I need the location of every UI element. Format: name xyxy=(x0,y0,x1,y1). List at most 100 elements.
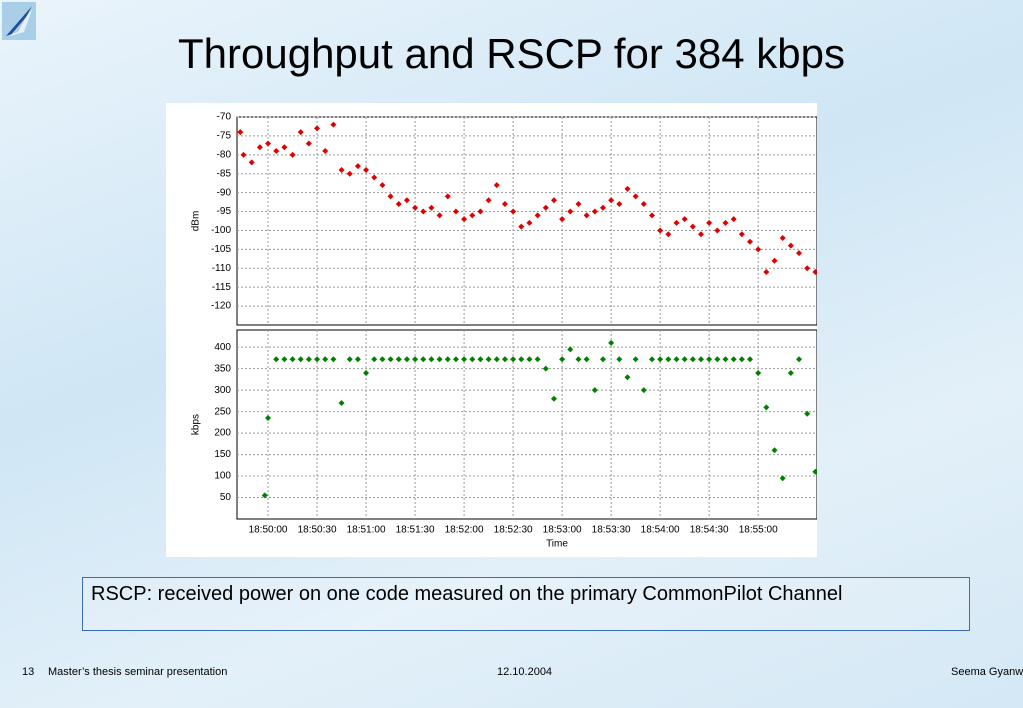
point xyxy=(632,193,639,200)
point xyxy=(640,200,647,207)
point xyxy=(591,208,598,215)
x-tick-label: 18:52:30 xyxy=(494,525,533,536)
point xyxy=(583,212,590,219)
point xyxy=(281,356,288,363)
point xyxy=(248,159,255,166)
point xyxy=(787,369,794,376)
point xyxy=(575,356,582,363)
y-tick-label: 300 xyxy=(214,385,231,396)
point xyxy=(322,148,329,155)
y-axis-label: dBm xyxy=(191,211,202,232)
point xyxy=(698,231,704,238)
point xyxy=(804,265,811,272)
point xyxy=(526,356,533,363)
point xyxy=(787,242,794,249)
point xyxy=(534,212,541,219)
point xyxy=(412,204,419,211)
point xyxy=(371,174,378,181)
point xyxy=(289,356,296,363)
point xyxy=(689,356,696,363)
point xyxy=(730,216,737,223)
y-tick-label: 250 xyxy=(214,406,231,417)
point xyxy=(599,204,606,211)
y-tick-label: -120 xyxy=(211,301,231,312)
plot-area xyxy=(236,329,817,520)
point xyxy=(771,447,778,454)
y-tick-label: -85 xyxy=(217,168,232,179)
point xyxy=(346,356,353,363)
point xyxy=(526,219,533,226)
point xyxy=(477,208,484,215)
y-tick-label: 50 xyxy=(220,492,232,503)
y-tick-label: -115 xyxy=(212,282,232,293)
point xyxy=(403,197,410,204)
point xyxy=(763,404,770,411)
point xyxy=(436,356,443,363)
point xyxy=(648,356,655,363)
point xyxy=(363,166,370,173)
point xyxy=(567,346,574,353)
point xyxy=(730,356,737,363)
point xyxy=(322,356,329,363)
point xyxy=(550,197,557,204)
point xyxy=(436,212,443,219)
point xyxy=(771,257,778,264)
point xyxy=(444,193,451,200)
point xyxy=(314,125,321,132)
point xyxy=(673,219,680,226)
slide-title: Throughput and RSCP for 384 kbps xyxy=(178,30,845,77)
x-tick-label: 18:51:30 xyxy=(396,525,435,536)
point xyxy=(273,356,280,363)
point xyxy=(575,200,582,207)
point xyxy=(363,369,370,376)
point xyxy=(477,356,484,363)
point xyxy=(681,356,688,363)
point xyxy=(518,223,525,230)
point xyxy=(657,356,664,363)
point xyxy=(624,374,631,381)
point xyxy=(534,356,541,363)
y-tick-label: 150 xyxy=(214,449,231,460)
point xyxy=(338,166,345,173)
point xyxy=(354,356,361,363)
point xyxy=(330,356,337,363)
x-tick-label: 18:50:30 xyxy=(298,525,337,536)
point xyxy=(665,356,672,363)
point xyxy=(804,410,811,417)
point xyxy=(330,121,337,128)
point xyxy=(289,151,296,158)
point xyxy=(738,356,745,363)
point xyxy=(591,387,598,394)
point xyxy=(501,356,508,363)
logo xyxy=(2,2,36,40)
point xyxy=(338,400,345,407)
y-tick-label: -100 xyxy=(211,225,231,236)
x-tick-label: 18:51:00 xyxy=(347,525,386,536)
point xyxy=(261,492,268,499)
point xyxy=(567,208,574,215)
point xyxy=(265,140,272,147)
point xyxy=(616,356,623,363)
point xyxy=(706,219,713,226)
point xyxy=(665,231,672,238)
y-axis-label: kbps xyxy=(191,414,202,435)
point xyxy=(747,238,754,245)
point xyxy=(812,269,817,276)
y-tick-label: -80 xyxy=(217,149,232,160)
point xyxy=(428,356,435,363)
point xyxy=(755,369,762,376)
point xyxy=(461,216,468,223)
footer-date: 12.10.2004 xyxy=(497,666,553,678)
point xyxy=(485,356,492,363)
point xyxy=(510,356,517,363)
point xyxy=(624,185,631,192)
point xyxy=(379,356,386,363)
point xyxy=(559,216,566,223)
point xyxy=(796,250,803,257)
note-box: RSCP: received power on one code measure… xyxy=(82,577,970,631)
point xyxy=(722,219,729,226)
point xyxy=(371,356,378,363)
point xyxy=(428,204,435,211)
point xyxy=(281,144,288,151)
